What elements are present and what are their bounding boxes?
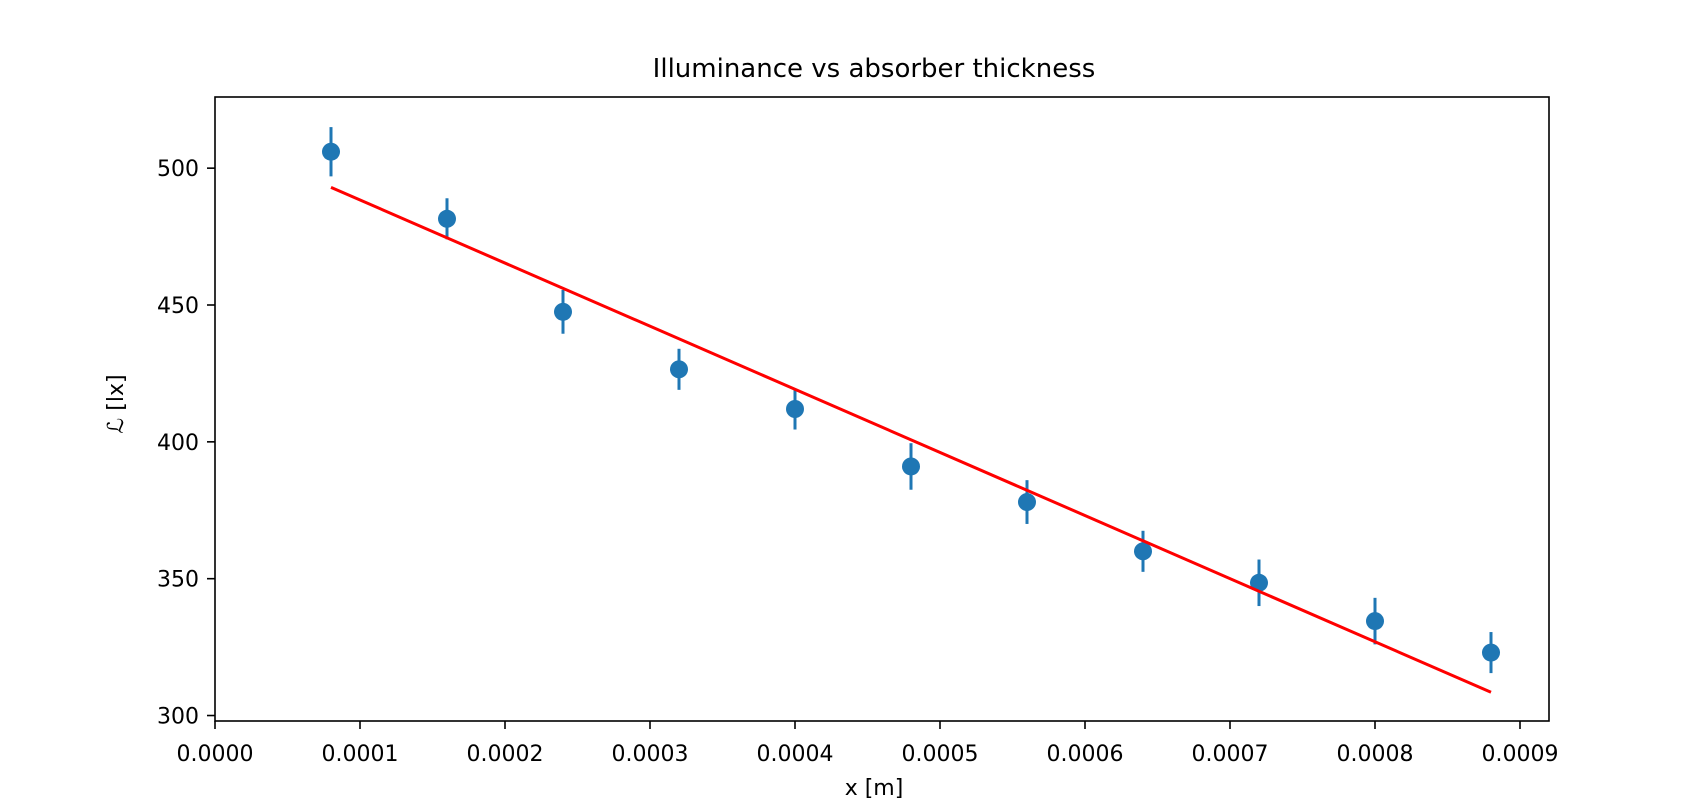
y-tick-label: 350 bbox=[157, 568, 199, 593]
data-point bbox=[554, 302, 572, 321]
data-point bbox=[1366, 612, 1384, 631]
x-tick-label: 0.0009 bbox=[1482, 742, 1559, 767]
x-tick-label: 0.0002 bbox=[467, 742, 544, 767]
y-tick-label: 400 bbox=[157, 431, 199, 456]
x-tick-label: 0.0007 bbox=[1192, 742, 1269, 767]
x-tick-label: 0.0006 bbox=[1047, 742, 1124, 767]
data-point bbox=[786, 400, 804, 418]
y-axis-label: ℒ [lx] bbox=[104, 374, 129, 433]
x-tick-label: 0.0008 bbox=[1337, 742, 1414, 767]
y-tick-label: 300 bbox=[157, 705, 199, 730]
plot-area bbox=[322, 127, 1500, 694]
x-tick-label: 0.0003 bbox=[612, 742, 689, 767]
chart-title: Illuminance vs absorber thickness bbox=[653, 54, 1096, 84]
data-point bbox=[902, 457, 920, 476]
data-point bbox=[1018, 493, 1036, 512]
axes: 0.0000 0.0001 0.0002 0.0003 0.0004 0.0005 0.00… bbox=[157, 96, 1559, 767]
x-tick-label: 0.0005 bbox=[902, 742, 979, 767]
plot-frame bbox=[214, 96, 1550, 722]
fit-line bbox=[330, 185, 1492, 694]
data-point bbox=[322, 142, 340, 161]
y-tick-label: 450 bbox=[157, 294, 199, 319]
data-point bbox=[1134, 542, 1152, 561]
data-point bbox=[438, 209, 456, 228]
data-point bbox=[670, 360, 688, 379]
data-point bbox=[1250, 573, 1268, 592]
x-tick-label: 0.0004 bbox=[757, 742, 834, 767]
x-tick-label: 0.0001 bbox=[322, 742, 399, 767]
data-point bbox=[1482, 643, 1500, 662]
x-tick-label: 0.0000 bbox=[177, 742, 254, 767]
y-tick-label: 500 bbox=[157, 157, 199, 182]
x-axis-label: x [m] bbox=[845, 776, 904, 800]
